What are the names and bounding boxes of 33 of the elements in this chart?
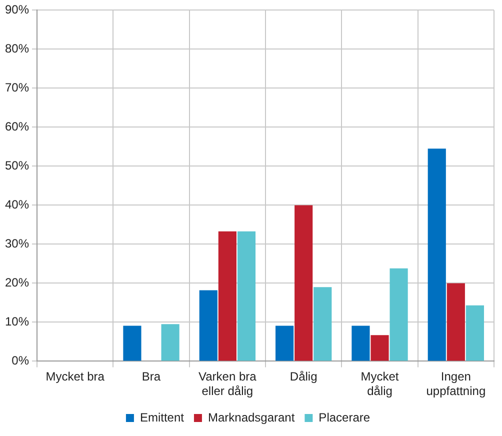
bar [314, 287, 332, 361]
x-tick-label: Ingen uppfattning [426, 370, 486, 398]
bar [276, 326, 294, 361]
y-tick-label: 30% [4, 236, 30, 251]
x-tick-label: Dålig [290, 370, 318, 384]
bar [428, 148, 446, 361]
bar [123, 326, 142, 361]
legend-label: Emittent [140, 410, 185, 424]
bar [237, 231, 256, 361]
y-tick-label: 50% [4, 158, 30, 173]
bar [218, 231, 236, 361]
bar [466, 305, 484, 361]
y-tick-label: 70% [4, 80, 30, 95]
bar [352, 326, 370, 361]
y-tick-label: 0% [12, 354, 30, 368]
legend-label: Placerare [318, 410, 370, 424]
x-tick-label: Mycket dålig [360, 370, 400, 398]
y-tick-label: 40% [4, 198, 30, 212]
y-tick-label: 80% [4, 42, 30, 56]
bar [161, 324, 180, 361]
y-tick-label: 60% [4, 120, 30, 134]
x-tick-label: Varken bra eller dålig [198, 370, 257, 398]
legend-label: Marknadsgarant [208, 410, 296, 424]
bar [446, 283, 465, 361]
y-tick-label: 90% [4, 2, 30, 17]
x-tick-label: Mycket bra [46, 370, 105, 384]
bar [294, 205, 313, 361]
y-tick-label: 20% [4, 276, 30, 290]
bar [199, 290, 218, 361]
bar [390, 268, 408, 361]
bar [370, 335, 389, 361]
y-tick-label: 10% [4, 314, 30, 329]
x-tick-label: Bra [142, 370, 161, 384]
